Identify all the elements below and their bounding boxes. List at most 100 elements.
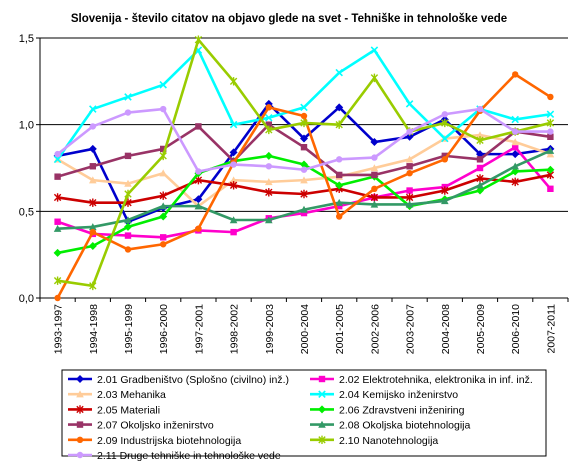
legend-marker (76, 451, 84, 459)
legend-label: 2.04 Kemijsko inženirstvo (339, 389, 458, 401)
data-point (547, 185, 554, 192)
data-point (335, 103, 344, 112)
x-tick-label: 2000-2004 (299, 304, 311, 354)
data-point (370, 138, 379, 146)
x-tick-label: 2001-2005 (334, 304, 346, 354)
data-point (160, 105, 167, 113)
data-point (54, 173, 61, 180)
data-point (441, 111, 448, 118)
data-point (300, 144, 308, 151)
data-point (336, 202, 343, 210)
data-point (336, 171, 343, 179)
legend-marker (76, 421, 84, 428)
legend-box (61, 369, 547, 457)
data-point (370, 46, 379, 54)
legend-marker (76, 375, 84, 383)
data-point (229, 77, 238, 86)
x-tick-label: 2005-2009 (475, 304, 487, 354)
data-point (159, 81, 167, 89)
data-point (89, 105, 97, 113)
data-point (124, 179, 132, 187)
legend-marker (318, 420, 326, 428)
data-point (229, 176, 238, 184)
data-point (405, 193, 414, 202)
data-point (512, 128, 519, 135)
data-point (124, 152, 132, 160)
data-point (547, 128, 554, 135)
x-tick-label: 1995-1999 (123, 304, 135, 354)
data-point (546, 146, 555, 154)
data-point (159, 151, 167, 161)
legend-label: 2.10 Nanotehnologija (339, 435, 438, 447)
legend: 2.01 Gradbeništvo (Splošno (civilno) inž… (61, 369, 547, 462)
data-point (230, 161, 237, 168)
data-point (370, 164, 379, 172)
data-point (194, 35, 203, 44)
data-point (159, 191, 167, 200)
legend-label: 2.01 Gradbeništvo (Splošno (civilno) inž… (97, 374, 289, 386)
data-point (406, 163, 413, 170)
legend-marker (76, 390, 84, 398)
chart-title: Slovenija - število citatov na objavo gl… (71, 13, 507, 25)
y-tick-label: 1,0 (19, 120, 34, 132)
data-point (54, 218, 61, 225)
data-point (511, 150, 520, 159)
data-point (441, 156, 448, 163)
x-tick-label: 1994-1998 (88, 304, 100, 354)
data-point (265, 178, 273, 186)
x-tick-label: 2004-2008 (440, 304, 452, 354)
data-point (405, 200, 414, 208)
data-point (124, 109, 132, 116)
data-point (89, 198, 97, 207)
data-point (405, 132, 414, 141)
data-point (335, 68, 343, 77)
data-point (124, 189, 132, 199)
data-point (476, 174, 484, 183)
legend-marker (318, 390, 326, 398)
data-point (476, 164, 484, 172)
data-point (195, 123, 202, 130)
data-point (89, 176, 97, 184)
data-point (160, 145, 167, 153)
data-point (160, 241, 167, 248)
data-point (264, 151, 273, 160)
data-point (88, 144, 97, 153)
data-point (300, 118, 308, 128)
data-point (160, 234, 167, 241)
legend-label: 2.07 Okoljsko inženirstvo (97, 420, 214, 432)
data-point (265, 216, 273, 224)
data-point (53, 224, 62, 232)
data-point (300, 134, 308, 143)
data-point (54, 150, 61, 158)
data-point (229, 216, 238, 224)
data-point (370, 193, 379, 202)
data-point (124, 222, 132, 231)
legend-marker (318, 375, 326, 383)
data-point (300, 205, 308, 213)
y-tick-label: 1,5 (19, 33, 34, 45)
data-point (124, 232, 132, 239)
data-point (124, 93, 132, 101)
data-point (476, 136, 484, 145)
data-point (547, 93, 554, 101)
data-point (476, 156, 484, 163)
data-point (300, 176, 308, 184)
data-point (195, 168, 202, 175)
data-point (159, 169, 167, 177)
data-point (406, 170, 413, 177)
legend-label: 2.06 Zdravstveni inženiring (339, 404, 465, 416)
data-point (371, 171, 378, 179)
data-point (265, 113, 273, 122)
data-point (370, 200, 379, 208)
x-tick-label: 2002-2006 (369, 304, 381, 354)
data-point (89, 223, 97, 231)
data-point (230, 228, 237, 236)
data-point (265, 121, 272, 128)
data-point (406, 128, 413, 135)
data-point (335, 181, 344, 190)
data-point (405, 155, 414, 163)
data-point (265, 104, 272, 111)
data-point (53, 276, 62, 285)
y-tick-label: 0,0 (19, 293, 34, 305)
